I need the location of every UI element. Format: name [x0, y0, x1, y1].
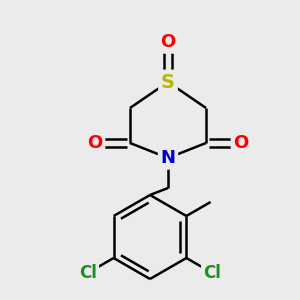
Text: O: O [87, 134, 103, 152]
Text: Cl: Cl [79, 264, 97, 282]
Text: O: O [233, 134, 249, 152]
Text: N: N [160, 149, 175, 167]
Text: O: O [160, 33, 175, 51]
Text: Cl: Cl [203, 264, 221, 282]
Text: S: S [161, 73, 175, 92]
